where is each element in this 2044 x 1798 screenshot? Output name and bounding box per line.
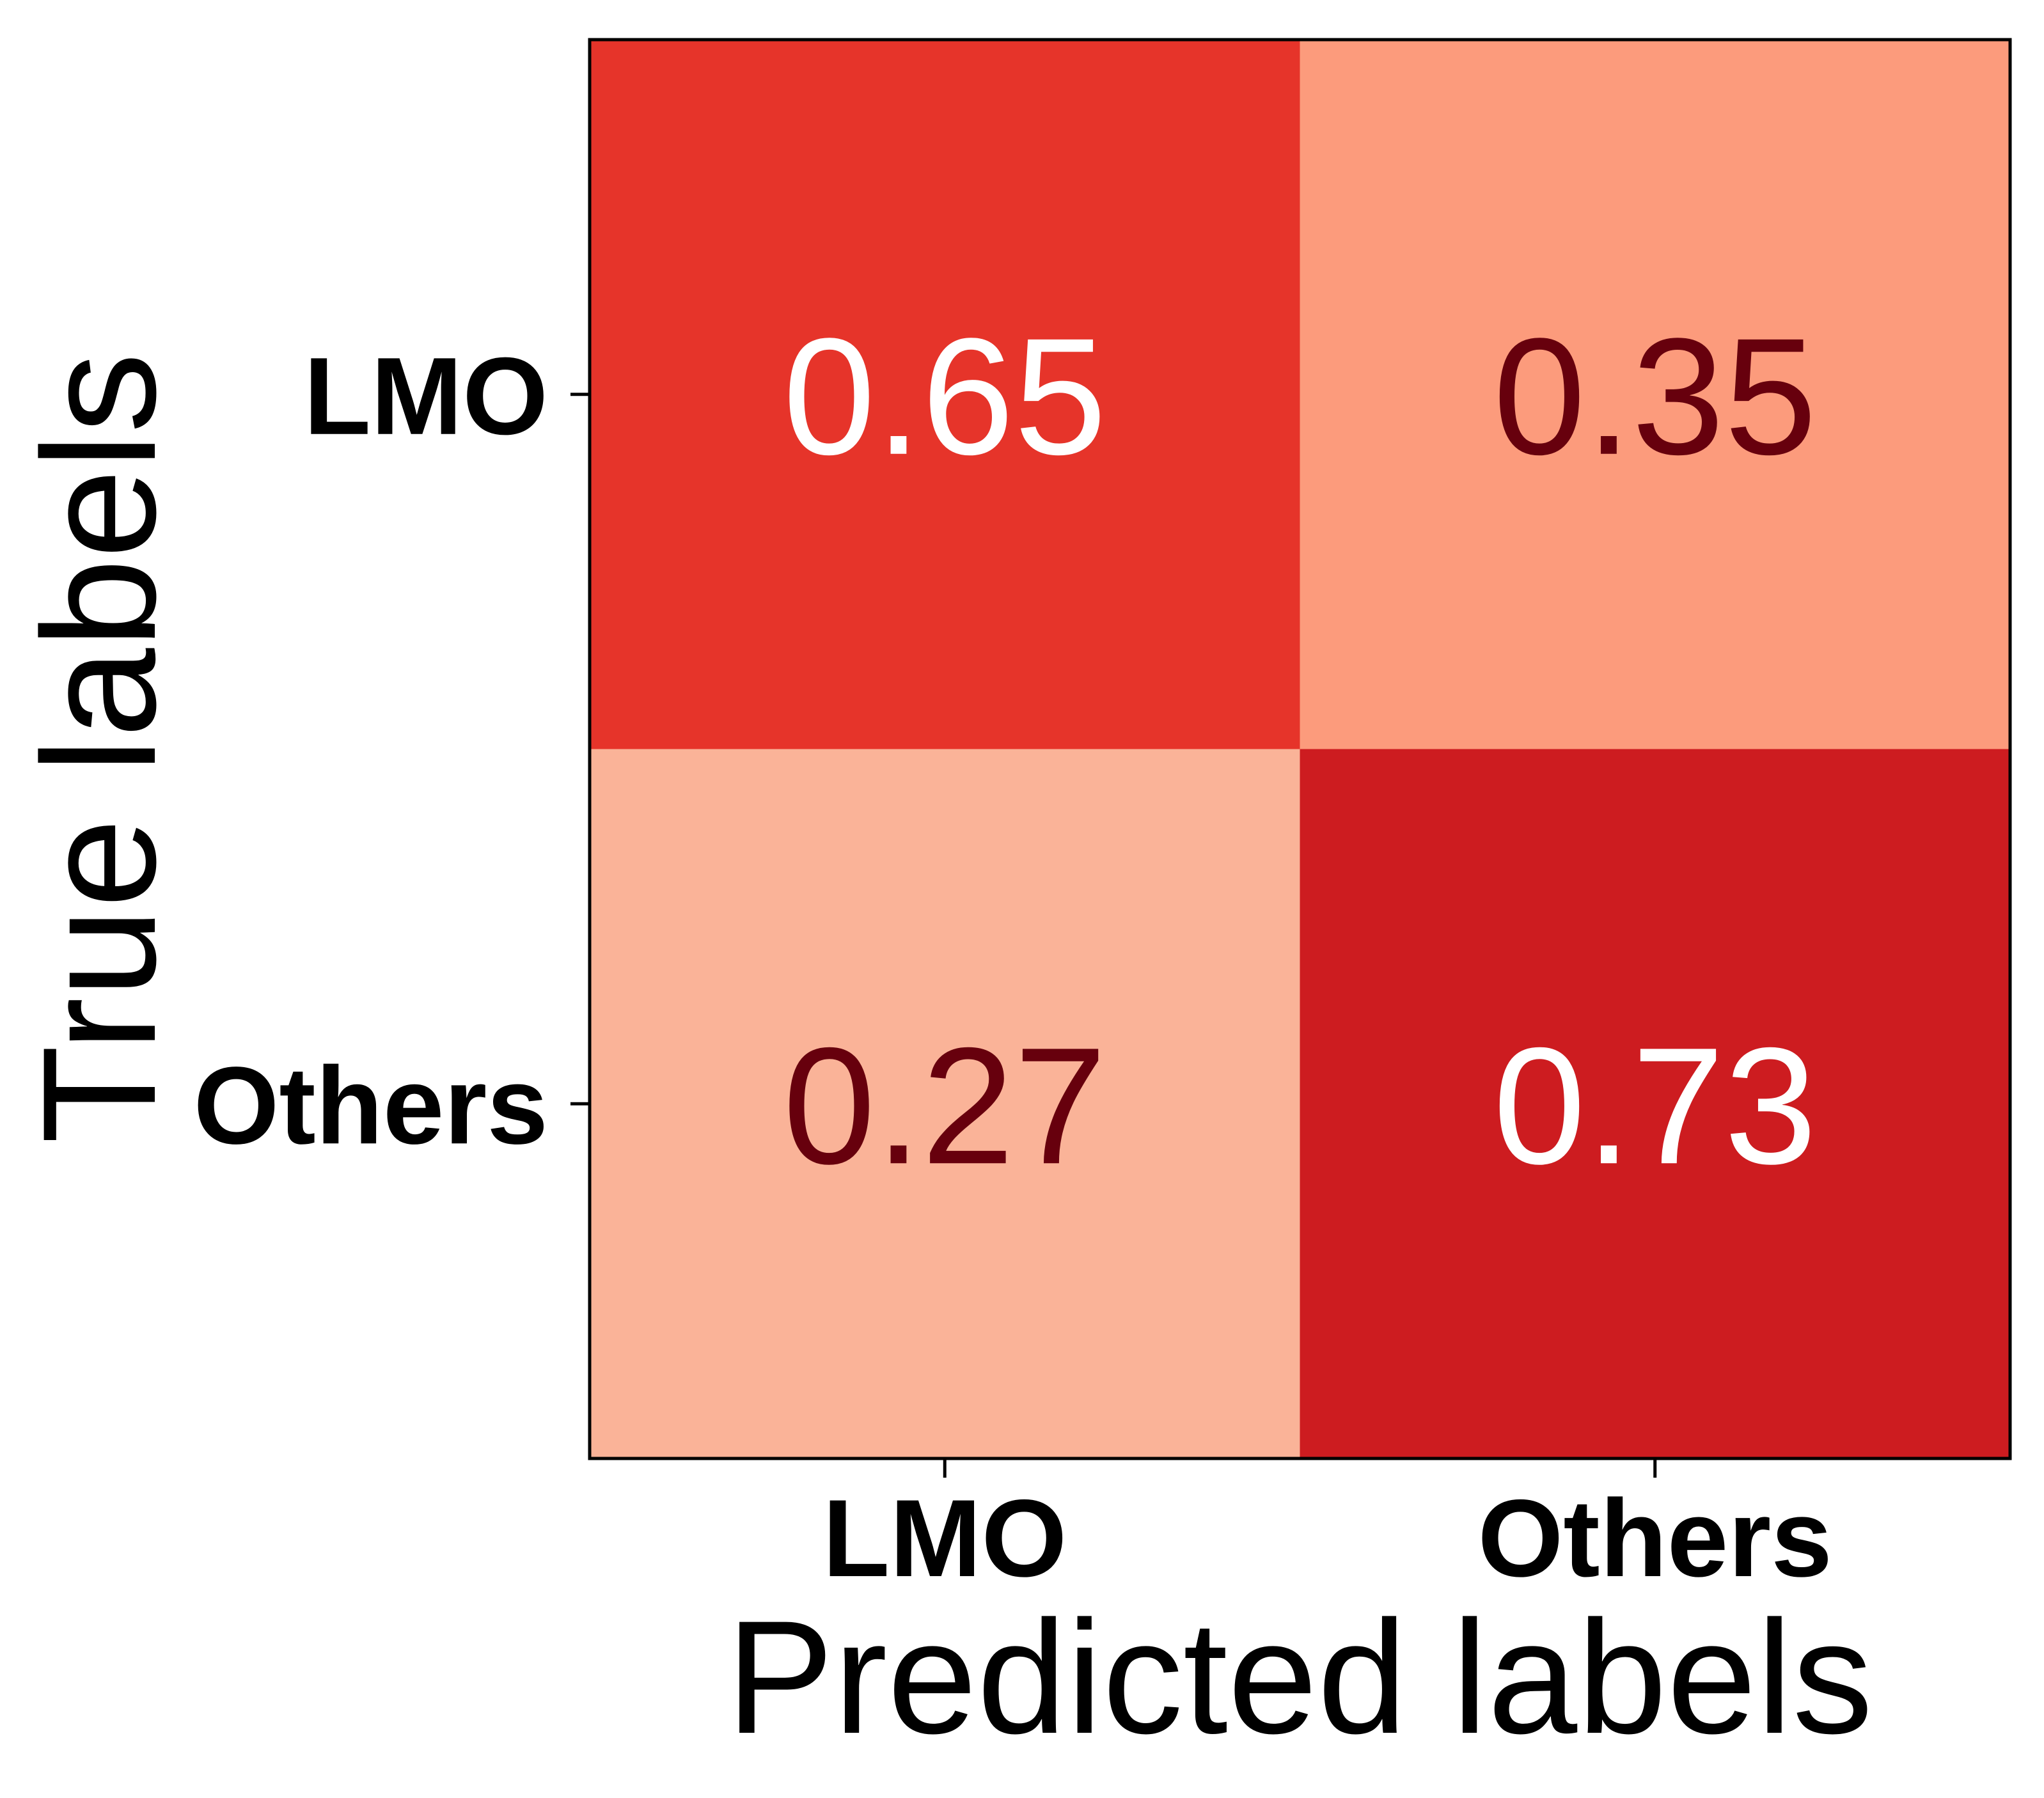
heatmap-cell-value: 0.73 (1493, 1013, 1817, 1199)
heatmap-cell (1300, 749, 2011, 1459)
heatmap-cell-labels: 0.65 0.35 0.27 0.73 (783, 304, 1817, 1200)
heatmap-cell (590, 749, 1300, 1459)
heatmap-cell-value: 0.65 (783, 304, 1106, 490)
y-axis-ticks: LMO Others (194, 335, 590, 1167)
x-axis-ticks: LMO Others (822, 1458, 1832, 1600)
x-tick-label: LMO (822, 1477, 1067, 1600)
heatmap-cell (590, 40, 1300, 749)
x-tick-label: Others (1478, 1477, 1832, 1600)
heatmap-cells (590, 40, 2011, 1459)
y-tick-label: Others (194, 1044, 548, 1167)
y-axis-label: True labels (10, 352, 189, 1143)
heatmap-cell (1300, 40, 2011, 749)
heatmap-cell-value: 0.27 (783, 1013, 1106, 1199)
x-axis-label: Predicted labels (726, 1588, 1873, 1767)
heatmap-cell-value: 0.35 (1493, 304, 1817, 490)
y-tick-label: LMO (304, 335, 548, 458)
plot-frame (588, 38, 2012, 1460)
